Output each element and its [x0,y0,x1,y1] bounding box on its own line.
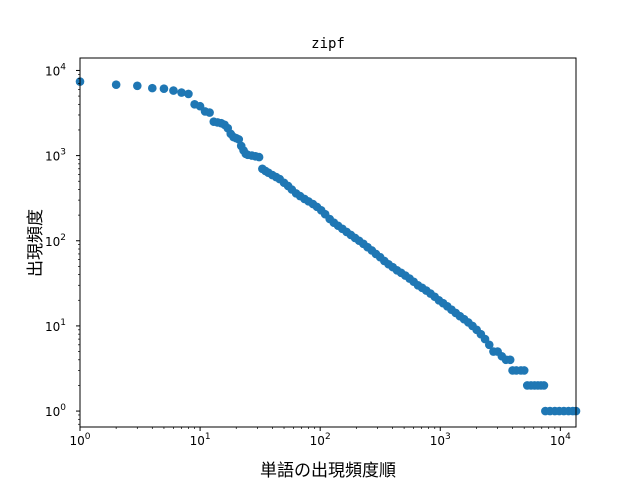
data-point [539,381,549,390]
y-tick-label: 102 [45,233,66,249]
plot-area-frame [79,57,577,428]
data-points [75,77,581,416]
x-tick-label: 103 [430,432,451,448]
y-tick-label: 101 [45,318,66,334]
data-point [234,135,244,144]
data-point [484,340,494,350]
data-point [169,86,178,95]
data-point [505,355,515,365]
data-point [177,88,186,97]
x-tick-label: 102 [310,432,331,448]
x-tick-label: 101 [190,432,211,448]
y-axis-label: 出現頻度 [26,209,46,277]
y-tick-label: 103 [45,148,66,164]
data-point [254,152,264,162]
y-axis-ticks: 100 101 102 103 104 [45,62,80,425]
data-point [111,80,121,90]
y-tick-label: 104 [45,62,66,78]
x-tick-label: 100 [69,432,90,448]
y-tick-label: 100 [45,403,66,419]
data-point [159,84,169,94]
chart-title: zipf [311,36,345,52]
data-point [519,366,529,375]
data-point [184,89,193,99]
x-axis-label: 単語の出現頻度順 [260,461,396,480]
data-point [205,108,214,117]
data-point [148,83,157,93]
data-point [133,81,142,91]
x-tick-label: 104 [550,432,571,448]
x-axis-ticks: 100 101 102 103 104 [69,427,571,448]
